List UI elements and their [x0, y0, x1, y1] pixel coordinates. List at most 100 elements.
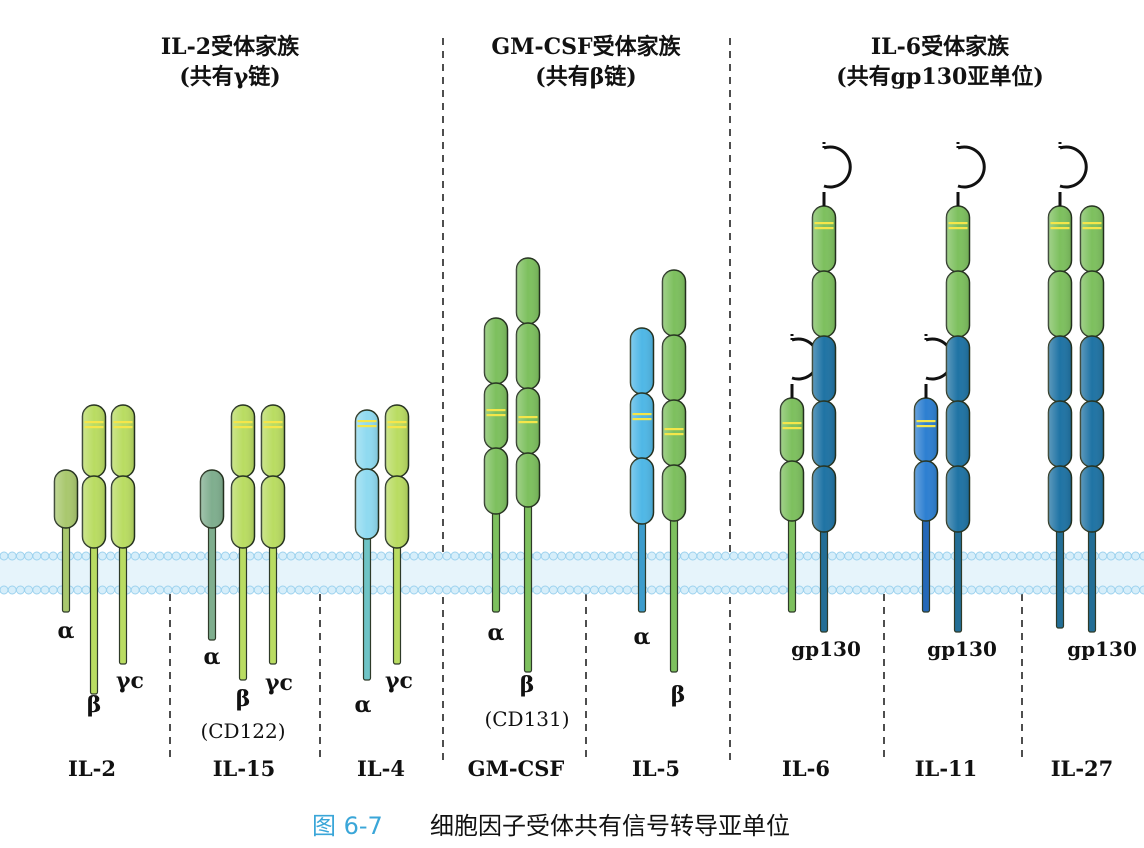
domain-shading: [780, 461, 804, 521]
lipid-head: [893, 551, 903, 561]
il6-alpha-chain: [779, 334, 820, 613]
lipid-head: [1139, 551, 1144, 561]
lipid-head: [384, 585, 394, 595]
lipid-head: [48, 551, 58, 561]
lipid-head: [458, 585, 468, 595]
lipid-head: [999, 551, 1009, 561]
lipid-head: [737, 585, 747, 595]
family-subtitle: (共有β链): [535, 64, 636, 90]
chain-label: α: [204, 644, 221, 670]
lipid-head: [852, 551, 862, 561]
lipid-head: [434, 551, 444, 561]
lipid-head: [1032, 585, 1042, 595]
domain-shading: [111, 476, 135, 548]
lipid-head: [885, 551, 895, 561]
lipid-head: [106, 551, 116, 561]
lipid-head: [516, 551, 526, 561]
lipid-head: [1114, 585, 1124, 595]
domain-shading: [662, 270, 686, 336]
domain-shading: [355, 469, 379, 539]
lipid-head: [622, 585, 632, 595]
chain-label: β: [671, 682, 686, 708]
lipid-head: [696, 551, 706, 561]
lipid-head: [442, 551, 452, 561]
lipid-head: [721, 585, 731, 595]
lipid-head: [311, 585, 321, 595]
lipid-head: [1131, 551, 1141, 561]
cysteine-stripe: [948, 227, 968, 230]
lipid-head: [343, 551, 353, 561]
cysteine-stripe: [233, 421, 253, 424]
lipid-head: [729, 551, 739, 561]
membrane-core: [0, 556, 1144, 590]
domain-shading: [261, 476, 285, 548]
domain-shading: [1080, 336, 1104, 402]
chain-label: α: [634, 624, 651, 650]
lipid-head: [803, 551, 813, 561]
receptor-chains: [53, 142, 1105, 695]
domain-shading: [82, 476, 106, 548]
lipid-head: [885, 585, 895, 595]
lipid-head: [384, 551, 394, 561]
lipid-head: [778, 585, 788, 595]
domain-shading: [946, 466, 970, 532]
cysteine-stripe: [113, 421, 133, 424]
domain-shading: [54, 470, 78, 528]
domain-shading: [484, 318, 508, 384]
ig-loop-icon: [1058, 145, 1088, 206]
lipid-head: [532, 585, 542, 595]
lipid-head: [40, 551, 50, 561]
chain-label: α: [488, 620, 505, 646]
lipid-head: [188, 585, 198, 595]
lipid-head: [147, 551, 157, 561]
cysteine-stripe: [233, 426, 253, 429]
lipid-head: [73, 585, 83, 595]
domain-shading: [111, 405, 135, 477]
lipid-head: [1016, 585, 1026, 595]
lipid-head: [745, 585, 755, 595]
family-header-gmcsf: GM-CSF受体家族 (共有β链): [491, 34, 681, 90]
domain-shading: [200, 470, 224, 528]
lipid-head: [163, 585, 173, 595]
cysteine-stripe: [814, 227, 834, 230]
lipid-head: [868, 551, 878, 561]
domain-shading: [1048, 271, 1072, 337]
domain-shading: [1048, 206, 1072, 272]
lipid-head: [409, 585, 419, 595]
lipid-head: [1122, 551, 1132, 561]
cysteine-stripe: [486, 414, 506, 417]
domain-shading: [516, 453, 540, 507]
receptor-names: IL-2 IL-15 IL-4 GM-CSF IL-5 IL-6 IL-11 I…: [68, 756, 1113, 781]
domain-shading: [946, 401, 970, 467]
domain-shading: [516, 258, 540, 324]
domain-shading: [946, 271, 970, 337]
il27-ebi3-chain: [1047, 142, 1088, 629]
cysteine-stripe: [632, 413, 652, 416]
domain-shading: [1048, 336, 1072, 402]
lipid-head: [507, 585, 517, 595]
lipid-head: [762, 551, 772, 561]
cysteine-stripe: [357, 420, 377, 423]
family-title: IL-6受体家族: [871, 34, 1010, 60]
lipid-head: [1114, 551, 1124, 561]
lipid-head: [991, 585, 1001, 595]
lipid-head: [827, 585, 837, 595]
lipid-head: [278, 585, 288, 595]
cysteine-stripe: [263, 421, 283, 424]
cysteine-stripe: [84, 426, 104, 429]
il2-beta-chain: [81, 404, 107, 695]
cysteine-stripe: [664, 428, 684, 431]
domain-shading: [780, 398, 804, 462]
receptor-name: GM-CSF: [468, 756, 565, 781]
lipid-head: [335, 551, 345, 561]
receptor-name: IL-6: [782, 756, 830, 781]
lipid-head: [860, 551, 870, 561]
domain-shading: [630, 328, 654, 394]
lipid-head: [729, 585, 739, 595]
lipid-head: [507, 551, 517, 561]
chain-label: α: [58, 618, 75, 644]
lipid-head: [1098, 551, 1108, 561]
lipid-head: [417, 585, 427, 595]
lipid-head: [876, 551, 886, 561]
cysteine-stripe: [948, 222, 968, 225]
